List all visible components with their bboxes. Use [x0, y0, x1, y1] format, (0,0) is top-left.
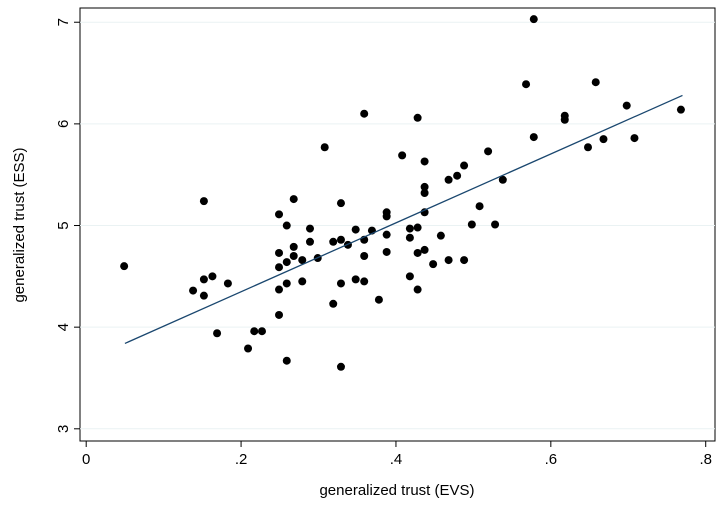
point — [467, 220, 476, 229]
point — [336, 199, 345, 208]
point — [484, 147, 493, 156]
point — [405, 233, 414, 242]
y-tick-label: 3 — [55, 425, 72, 433]
point — [282, 279, 291, 288]
y-axis-label: generalized trust (ESS) — [11, 147, 28, 302]
y-tick-label: 6 — [55, 120, 72, 128]
point — [420, 245, 429, 254]
point — [360, 252, 369, 261]
point — [405, 224, 414, 233]
point — [475, 202, 484, 211]
point — [289, 252, 298, 261]
point — [444, 256, 453, 265]
point — [429, 260, 438, 269]
point — [436, 231, 445, 240]
point — [420, 188, 429, 197]
point — [498, 175, 507, 184]
point — [336, 279, 345, 288]
point — [199, 197, 208, 206]
point — [289, 242, 298, 251]
point — [453, 171, 462, 180]
point — [282, 258, 291, 267]
point — [329, 237, 338, 246]
point — [599, 135, 608, 144]
point — [298, 256, 307, 265]
x-tick-label: .6 — [545, 451, 558, 468]
point — [398, 151, 407, 160]
point — [329, 299, 338, 308]
point — [460, 161, 469, 170]
point — [529, 15, 538, 24]
point — [282, 221, 291, 230]
point — [298, 277, 307, 286]
point — [275, 310, 284, 319]
fit-line — [124, 94, 683, 345]
point — [420, 157, 429, 166]
point — [360, 109, 369, 118]
point — [622, 101, 631, 110]
point — [676, 105, 685, 114]
point — [444, 175, 453, 184]
point — [522, 80, 531, 89]
x-tick-label: 0 — [82, 451, 90, 468]
point — [351, 275, 360, 284]
point — [208, 272, 217, 281]
x-tick-label: .8 — [699, 451, 712, 468]
point — [413, 248, 422, 257]
point — [591, 78, 600, 87]
point — [360, 277, 369, 286]
point — [257, 327, 266, 336]
point — [275, 285, 284, 294]
point — [320, 143, 329, 152]
point — [529, 133, 538, 142]
point — [336, 362, 345, 371]
point — [382, 247, 391, 256]
point — [120, 262, 129, 271]
point — [491, 220, 500, 229]
y-tick-label: 7 — [55, 18, 72, 26]
y-tick-label: 4 — [55, 323, 72, 331]
point — [560, 115, 569, 124]
point — [336, 235, 345, 244]
point — [630, 134, 639, 143]
x-tick-label: .2 — [235, 451, 248, 468]
point — [275, 210, 284, 219]
point — [223, 279, 232, 288]
point — [305, 224, 314, 233]
point — [189, 286, 198, 295]
point — [289, 195, 298, 204]
point — [374, 295, 383, 304]
x-tick-label: .4 — [390, 451, 403, 468]
point — [382, 230, 391, 239]
point — [413, 223, 422, 232]
point — [584, 143, 592, 152]
point — [275, 263, 284, 272]
point — [405, 272, 414, 281]
point — [250, 327, 259, 336]
plot-frame — [79, 7, 716, 442]
point — [213, 329, 222, 338]
point — [420, 182, 429, 191]
point — [351, 225, 360, 234]
x-axis-label: generalized trust (EVS) — [319, 482, 474, 499]
point — [413, 285, 422, 294]
point — [199, 275, 208, 284]
point — [244, 344, 253, 353]
point — [305, 237, 314, 246]
point — [413, 113, 422, 122]
point — [460, 256, 469, 265]
point — [282, 356, 291, 365]
point — [382, 212, 391, 221]
point — [199, 291, 208, 300]
point — [275, 248, 284, 257]
y-tick-label: 5 — [55, 221, 72, 229]
